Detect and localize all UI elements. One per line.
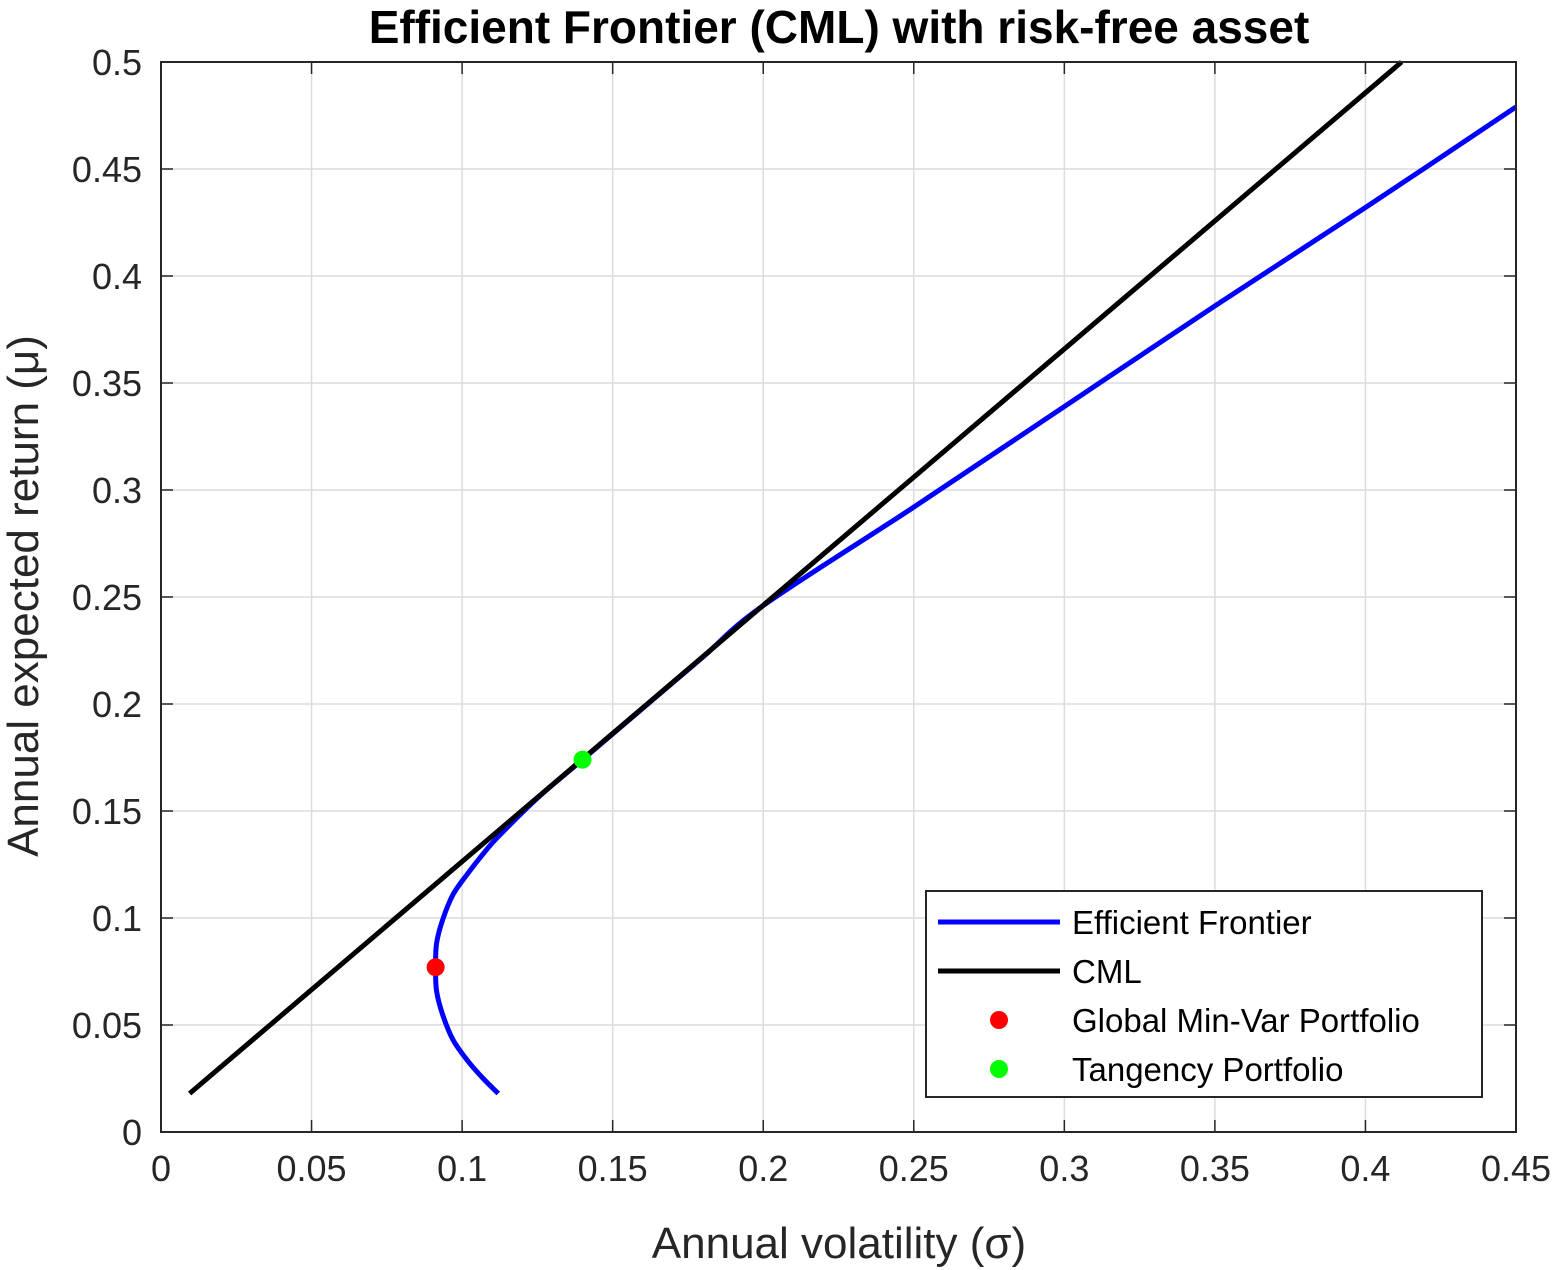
legend-entry: CML: [938, 953, 1142, 990]
legend-swatch-marker: [990, 1060, 1008, 1078]
x-tick-label: 0.15: [578, 1148, 648, 1189]
x-tick-label: 0.2: [738, 1148, 788, 1189]
y-tick-label: 0.3: [92, 470, 142, 511]
legend: Efficient Frontier CML Global Min-Var Port…: [925, 890, 1483, 1098]
y-tick-label: 0: [122, 1112, 142, 1153]
x-tick-label: 0.05: [277, 1148, 347, 1189]
series-line-cml: [187, 60, 1404, 1096]
axes-box: [160, 61, 1517, 1133]
series-layer: [187, 60, 1518, 1096]
y-axis-ticks: 0 0.05 0.1 0.15 0.2 0.25 0.3 0.35 0.4 0.45 0.5: [72, 42, 142, 1153]
legend-label: CML: [1072, 953, 1142, 990]
legend-box: [925, 890, 1483, 1098]
legend-label: Global Min-Var Portfolio: [1072, 1002, 1420, 1039]
y-tick-label: 0.2: [92, 684, 142, 725]
y-tick-label: 0.05: [72, 1005, 142, 1046]
y-axis-label: Annual expected return (μ): [0, 335, 48, 857]
y-tick-label: 0.15: [72, 791, 142, 832]
y-tick-label: 0.4: [92, 256, 142, 297]
x-tick-label: 0.3: [1039, 1148, 1089, 1189]
point-tangency-portfolio: [573, 750, 592, 769]
x-tick-label: 0.45: [1481, 1148, 1551, 1189]
x-tick-label: 0.25: [879, 1148, 949, 1189]
legend-label: Tangency Portfolio: [1072, 1051, 1344, 1088]
x-axis-label: Annual volatility (σ): [652, 1219, 1026, 1268]
legend-entry: Efficient Frontier: [938, 904, 1312, 941]
x-tick-label: 0.1: [437, 1148, 487, 1189]
y-tick-label: 0.35: [72, 363, 142, 404]
y-tick-label: 0.5: [92, 42, 142, 83]
legend-entry: Global Min-Var Portfolio: [990, 1002, 1420, 1039]
x-tick-label: 0.4: [1340, 1148, 1390, 1189]
point-global-min-var-portfolio: [426, 958, 445, 977]
x-tick-label: 0.35: [1180, 1148, 1250, 1189]
legend-swatch-marker: [990, 1011, 1008, 1029]
chart-title: Efficient Frontier (CML) with risk-free …: [369, 1, 1310, 53]
legend-entry: Tangency Portfolio: [990, 1051, 1344, 1088]
x-tick-label: 0: [151, 1148, 171, 1189]
axes-frame: [160, 61, 1517, 1133]
legend-label: Efficient Frontier: [1072, 904, 1312, 941]
y-tick-label: 0.45: [72, 149, 142, 190]
y-tick-label: 0.1: [92, 898, 142, 939]
x-axis-ticks: 0 0.05 0.1 0.15 0.2 0.25 0.3 0.35 0.4 0.45: [151, 1148, 1551, 1189]
y-tick-label: 0.25: [72, 577, 142, 618]
